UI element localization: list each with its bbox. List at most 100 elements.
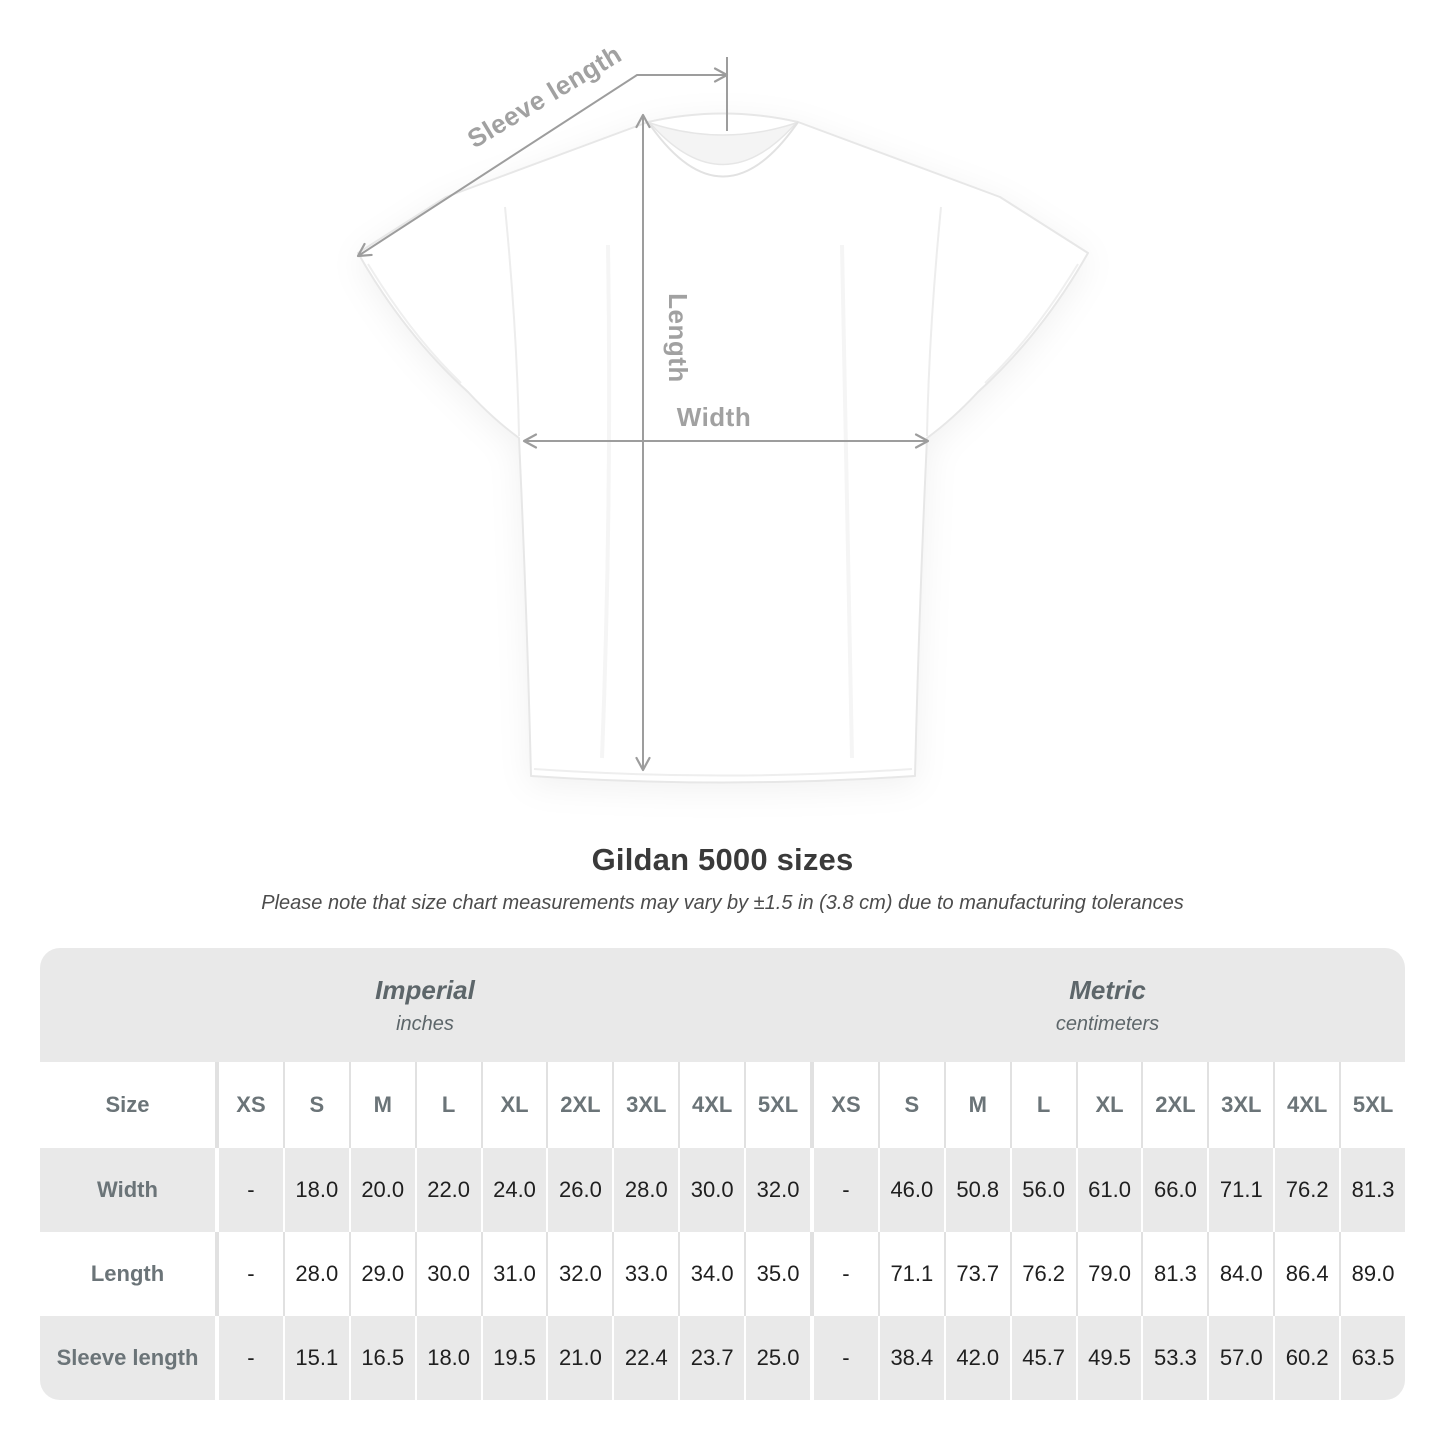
imperial-unit: inches (396, 1012, 454, 1035)
table-cell: 30.0 (414, 1232, 481, 1316)
table-cell: - (810, 1232, 878, 1316)
table-cell: 38.4 (877, 1316, 944, 1400)
table-cell: 81.3 (1339, 1148, 1405, 1232)
table-cell: 28.0 (282, 1232, 349, 1316)
table-cell: 76.2 (1009, 1232, 1076, 1316)
table-cell: 66.0 (1141, 1148, 1207, 1232)
size-header-cell: 4XL (1273, 1062, 1339, 1148)
table-cell: 61.0 (1075, 1148, 1142, 1232)
table-cell: 16.5 (348, 1316, 415, 1400)
tshirt-diagram-svg: Sleeve length Length Width (356, 39, 1089, 784)
table-cell: 79.0 (1075, 1232, 1142, 1316)
table-cell: 46.0 (877, 1148, 944, 1232)
table-row-length: Length - 28.0 29.0 30.0 31.0 32.0 33.0 3… (40, 1232, 1405, 1316)
table-cell: 53.3 (1141, 1316, 1207, 1400)
size-header-cell: XL (1075, 1062, 1142, 1148)
table-cell: 31.0 (480, 1232, 547, 1316)
table-cell: 22.4 (612, 1316, 678, 1400)
size-header-cell: 5XL (744, 1062, 810, 1148)
size-header-cell: L (1009, 1062, 1076, 1148)
table-cell: 26.0 (546, 1148, 612, 1232)
table-cell: 89.0 (1339, 1232, 1405, 1316)
size-header-cell: 5XL (1339, 1062, 1405, 1148)
table-cell: - (810, 1316, 878, 1400)
table-cell: 49.5 (1075, 1316, 1142, 1400)
table-cell: 32.0 (744, 1148, 810, 1232)
table-cell: - (215, 1148, 283, 1232)
row-label-sleeve-length: Sleeve length (56, 1345, 199, 1370)
table-cell: 30.0 (678, 1148, 744, 1232)
size-header-cell: 3XL (612, 1062, 678, 1148)
fabric-fold (600, 244, 612, 759)
table-cell: 29.0 (348, 1232, 415, 1316)
table-row-width: Width - 18.0 20.0 22.0 24.0 26.0 28.0 30… (40, 1148, 1405, 1232)
table-cell: 56.0 (1009, 1148, 1076, 1232)
page-title: Gildan 5000 sizes (591, 842, 854, 877)
table-cell: - (215, 1316, 283, 1400)
imperial-section-header: Imperial inches (40, 948, 810, 1062)
measurement-annotations (356, 57, 930, 772)
size-header-cell: 3XL (1207, 1062, 1273, 1148)
table-cell: 73.7 (943, 1232, 1010, 1316)
table-cell: 42.0 (943, 1316, 1010, 1400)
table-row-sleeve-length: Sleeve length - 15.1 16.5 18.0 19.5 21.0… (40, 1316, 1405, 1400)
size-header-cell: S (282, 1062, 349, 1148)
width-label: Width (677, 402, 751, 432)
row-label-length: Length (90, 1261, 165, 1286)
table-cell: 21.0 (546, 1316, 612, 1400)
table-cell: 86.4 (1273, 1232, 1339, 1316)
metric-unit: centimeters (1055, 1012, 1160, 1035)
tshirt-silhouette (357, 112, 1089, 784)
imperial-label: Imperial (375, 974, 475, 1005)
table-cell: 25.0 (744, 1316, 810, 1400)
sleeve-length-label: Sleeve length (462, 39, 627, 154)
size-header-cell: L (414, 1062, 481, 1148)
right-sleeve-seam (926, 206, 942, 437)
tolerance-note: Please note that size chart measurements… (261, 892, 1184, 914)
table-cell: 33.0 (612, 1232, 678, 1316)
table-cell: 45.7 (1009, 1316, 1076, 1400)
table-cell: 23.7 (678, 1316, 744, 1400)
size-table: Imperial inches Metric centimeters Size … (40, 948, 1405, 1400)
fabric-fold (840, 244, 854, 759)
table-cell: 22.0 (414, 1148, 481, 1232)
table-cell: - (215, 1232, 283, 1316)
size-header-row: Size XS S M L XL 2XL 3XL 4XL 5XL XS S M … (40, 1062, 1405, 1148)
row-label-width: Width (97, 1177, 158, 1202)
size-header-cell: XL (480, 1062, 547, 1148)
table-cell: 34.0 (678, 1232, 744, 1316)
hem-stitch (533, 768, 913, 777)
table-cell: 84.0 (1207, 1232, 1273, 1316)
table-cell: - (810, 1148, 878, 1232)
table-cell: 18.0 (282, 1148, 349, 1232)
tshirt-illustration (357, 112, 1089, 784)
left-cuff-stitch (367, 263, 462, 384)
unit-band: Imperial inches Metric centimeters (40, 948, 1405, 1062)
table-cell: 20.0 (348, 1148, 415, 1232)
table-cell: 35.0 (744, 1232, 810, 1316)
metric-label: Metric (1069, 974, 1146, 1005)
size-header-cell: M (348, 1062, 415, 1148)
metric-section-header: Metric centimeters (810, 948, 1405, 1062)
size-column-header: Size (105, 1092, 150, 1117)
length-label: Length (663, 293, 693, 383)
table-cell: 18.0 (414, 1316, 481, 1400)
table-cell: 63.5 (1339, 1316, 1405, 1400)
size-header-cell: 4XL (678, 1062, 744, 1148)
table-cell: 60.2 (1273, 1316, 1339, 1400)
table-cell: 71.1 (877, 1232, 944, 1316)
sleeve-length-arrow (356, 67, 729, 258)
tshirt-measurement-diagram: Sleeve length Length Width (356, 39, 1089, 784)
size-header-cell: 2XL (546, 1062, 612, 1148)
table-cell: 57.0 (1207, 1316, 1273, 1400)
table-cell: 19.5 (480, 1316, 547, 1400)
heading-block: Gildan 5000 sizes Please note that size … (0, 842, 1445, 915)
size-header-cell: 2XL (1141, 1062, 1207, 1148)
table-cell: 71.1 (1207, 1148, 1273, 1232)
table-cell: 76.2 (1273, 1148, 1339, 1232)
size-header-cell: S (877, 1062, 944, 1148)
table-cell: 28.0 (612, 1148, 678, 1232)
table-cell: 24.0 (480, 1148, 547, 1232)
table-cell: 15.1 (282, 1316, 349, 1400)
